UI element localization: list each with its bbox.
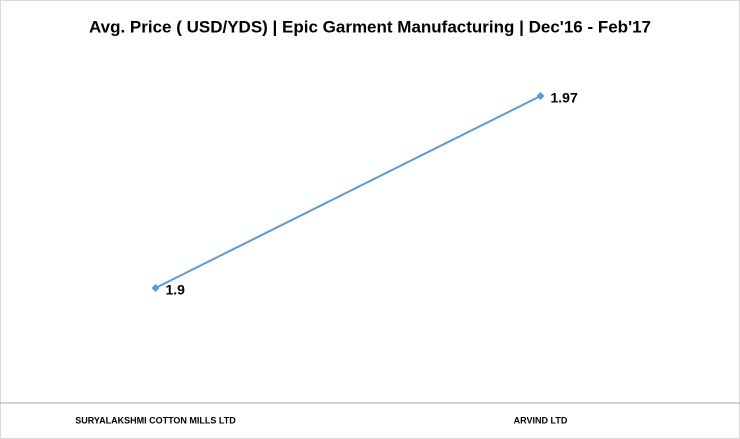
x-tick-label: ARVIND LTD (514, 415, 568, 425)
data-label: 1.9 (166, 282, 186, 298)
line (155, 95, 541, 289)
marker (536, 92, 545, 100)
x-tick-label: SURYALAKSHMI COTTON MILLS LTD (75, 415, 236, 425)
chart-title: Avg. Price ( USD/YDS) | Epic Garment Man… (89, 17, 651, 36)
data-label: 1.97 (551, 90, 578, 106)
marker (151, 284, 160, 292)
